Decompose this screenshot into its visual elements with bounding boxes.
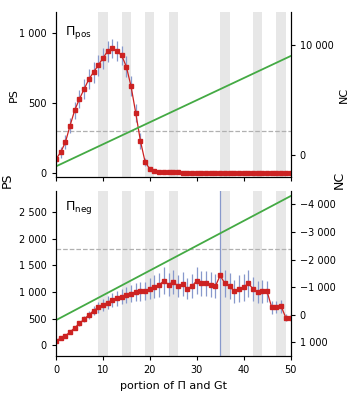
Text: PS: PS — [0, 172, 14, 188]
Bar — [276, 12, 286, 177]
Text: $\Pi_{\rm neg}$: $\Pi_{\rm neg}$ — [65, 199, 93, 216]
Text: $\Pi_{\rm pos}$: $\Pi_{\rm pos}$ — [65, 24, 92, 40]
Bar — [122, 12, 131, 177]
X-axis label: portion of Π and Gt: portion of Π and Gt — [120, 380, 227, 390]
Bar — [169, 12, 178, 177]
Y-axis label: NC: NC — [339, 87, 349, 103]
Bar — [220, 12, 230, 177]
Bar — [253, 191, 262, 356]
Bar — [145, 191, 154, 356]
Bar — [122, 191, 131, 356]
Bar — [98, 12, 107, 177]
Bar — [145, 12, 154, 177]
Y-axis label: PS: PS — [9, 88, 19, 102]
Bar — [169, 191, 178, 356]
Bar — [220, 191, 230, 356]
Text: NC: NC — [333, 171, 346, 189]
Bar — [276, 191, 286, 356]
Bar — [253, 12, 262, 177]
Bar — [98, 191, 107, 356]
